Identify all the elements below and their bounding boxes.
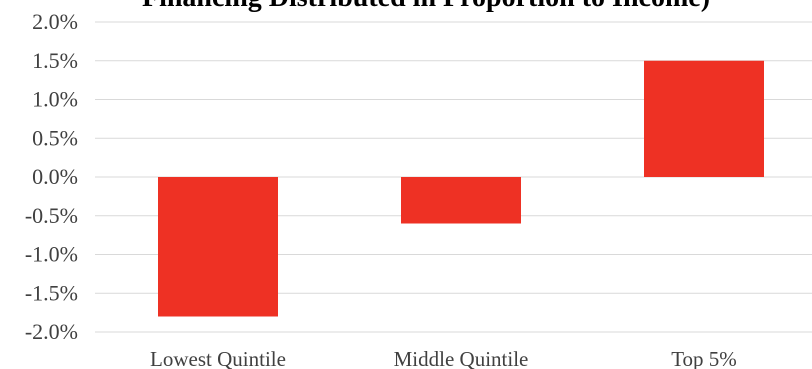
bar <box>644 60 764 177</box>
y-tick-label: -1.5% <box>25 280 78 305</box>
y-tick-label: 2.0% <box>32 9 78 34</box>
y-tick-label: 0.0% <box>32 164 78 189</box>
y-tick-label: 1.0% <box>32 87 78 112</box>
y-tick-label: -1.0% <box>25 242 78 267</box>
x-category-label: Middle Quintile <box>394 347 529 369</box>
x-category-label: Top 5% <box>671 347 737 369</box>
y-axis-tick-labels: 2.0% 1.5% 1.0% 0.5% 0.0% -0.5% -1.0% -1.5% -2.0% <box>25 9 78 344</box>
x-axis-category-labels: Lowest Quintile Middle Quintile Top 5% <box>150 347 737 369</box>
y-tick-label: 0.5% <box>32 125 78 150</box>
bar <box>158 177 278 317</box>
bar <box>401 177 521 224</box>
y-tick-label: -2.0% <box>25 319 78 344</box>
y-tick-label: 1.5% <box>32 48 78 73</box>
bars <box>158 60 764 317</box>
y-tick-label: -0.5% <box>25 203 78 228</box>
x-category-label: Lowest Quintile <box>150 347 286 369</box>
chart-title: Financing Distributed in Proportion to I… <box>142 0 710 13</box>
